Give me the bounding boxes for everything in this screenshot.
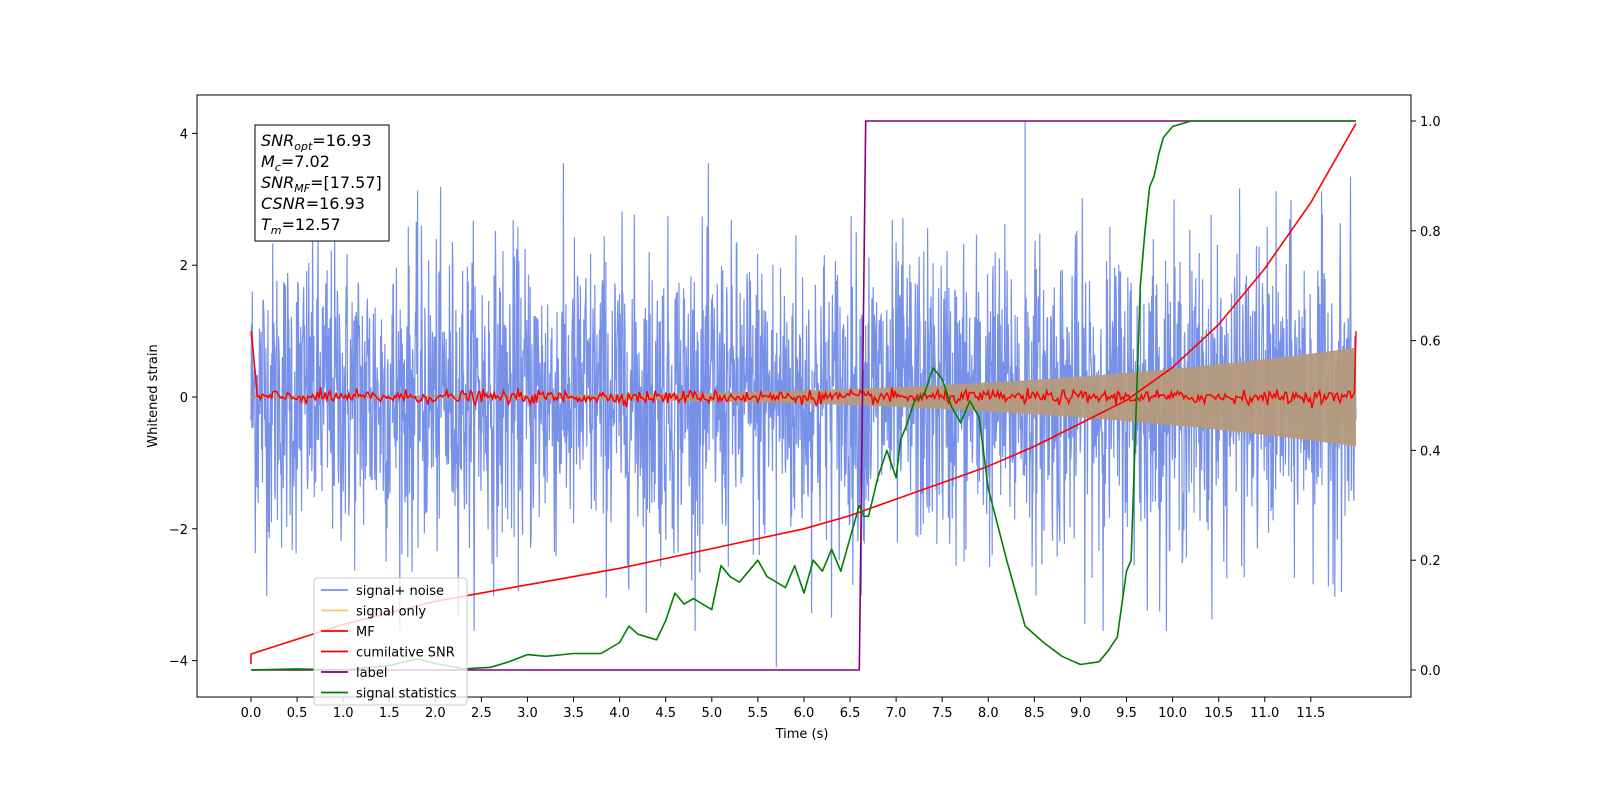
x-tick-label: 8.5: [1024, 706, 1045, 721]
legend-entry-label: signal statistics: [356, 687, 457, 702]
x-tick-label: 1.0: [333, 706, 354, 721]
x-tick-label: 0.5: [287, 706, 308, 721]
legend: signal+ noise signal only MF cumilative SNR…: [313, 577, 468, 706]
x-tick-label: 7.5: [932, 706, 953, 721]
info-box-line: Tm=12.57: [261, 215, 341, 237]
x-tick-label: 11.5: [1296, 706, 1325, 721]
y-axis-left-label: Whitened strain: [146, 344, 161, 447]
y-right-tick-label: 1.0: [1420, 115, 1441, 130]
x-tick-label: 3.0: [517, 706, 538, 721]
y-right-tick-label: 0.2: [1420, 554, 1441, 569]
y-right-tick-label: 0.8: [1420, 225, 1441, 240]
info-box: SNRopt=16.93Mc=7.02SNRMF=[17.57]CSNR=16.…: [254, 124, 390, 242]
legend-frame: [313, 577, 468, 706]
x-tick-label: 11.0: [1250, 706, 1279, 721]
info-box-line: SNRopt=16.93: [261, 131, 372, 153]
series-label-line: [251, 120, 1356, 671]
legend-entry-label: signal+ noise: [356, 584, 444, 599]
x-tick-label: 10.5: [1204, 706, 1233, 721]
x-tick-label: 1.5: [379, 706, 400, 721]
y-left-tick-label: 0: [180, 391, 188, 406]
x-tick-label: 3.5: [563, 706, 584, 721]
x-tick-label: 8.0: [978, 706, 999, 721]
x-tick-label: 5.0: [701, 706, 722, 721]
legend-entry-label: signal only: [356, 605, 426, 620]
series-signal-statistics-line: [250, 120, 1356, 671]
series-mf-line: [250, 331, 1357, 409]
y-right-tick-label: 0.4: [1420, 444, 1441, 459]
legend-entry-label: MF: [356, 625, 375, 640]
legend-entry-label: cumilative SNR: [356, 646, 455, 661]
y-right-tick-label: 0.0: [1420, 664, 1441, 679]
y-left-tick-label: −2: [169, 523, 188, 538]
y-left-tick-label: 2: [180, 259, 188, 274]
y-left-tick-label: 4: [180, 127, 188, 142]
legend-entry-label: label: [356, 666, 387, 681]
x-axis-label: Time (s): [775, 727, 829, 742]
x-tick-label: 9.5: [1116, 706, 1137, 721]
y-right-tick-label: 0.6: [1420, 335, 1441, 350]
x-tick-label: 6.0: [794, 706, 815, 721]
x-tick-label: 7.0: [886, 706, 907, 721]
x-tick-label: 10.0: [1158, 706, 1187, 721]
info-box-frame: [254, 124, 390, 242]
info-box-line: SNRMF=[17.57]: [261, 173, 382, 195]
x-tick-label: 6.5: [840, 706, 861, 721]
x-axis: 0.0 0.5 1.0 1.5 2.0 2.5 3.0 3.5 4.0 4.5 5.0 5.5 6.0 6…: [241, 697, 1325, 721]
y-axis-left: 4 2 0 −2 −4: [169, 127, 197, 670]
info-box-line: Mc=7.02: [261, 152, 330, 174]
y-left-tick-label: −4: [169, 655, 188, 670]
x-tick-label: 4.0: [609, 706, 630, 721]
x-tick-label: 5.5: [748, 706, 769, 721]
y-axis-right: 1.0 0.8 0.6 0.4 0.2 0.0: [1411, 115, 1441, 679]
x-tick-label: 9.0: [1070, 706, 1091, 721]
info-box-line: CSNR=16.93: [261, 194, 365, 213]
x-tick-label: 0.0: [241, 706, 262, 721]
x-tick-label: 2.5: [471, 706, 492, 721]
x-tick-label: 4.5: [655, 706, 676, 721]
x-tick-label: 2.0: [425, 706, 446, 721]
